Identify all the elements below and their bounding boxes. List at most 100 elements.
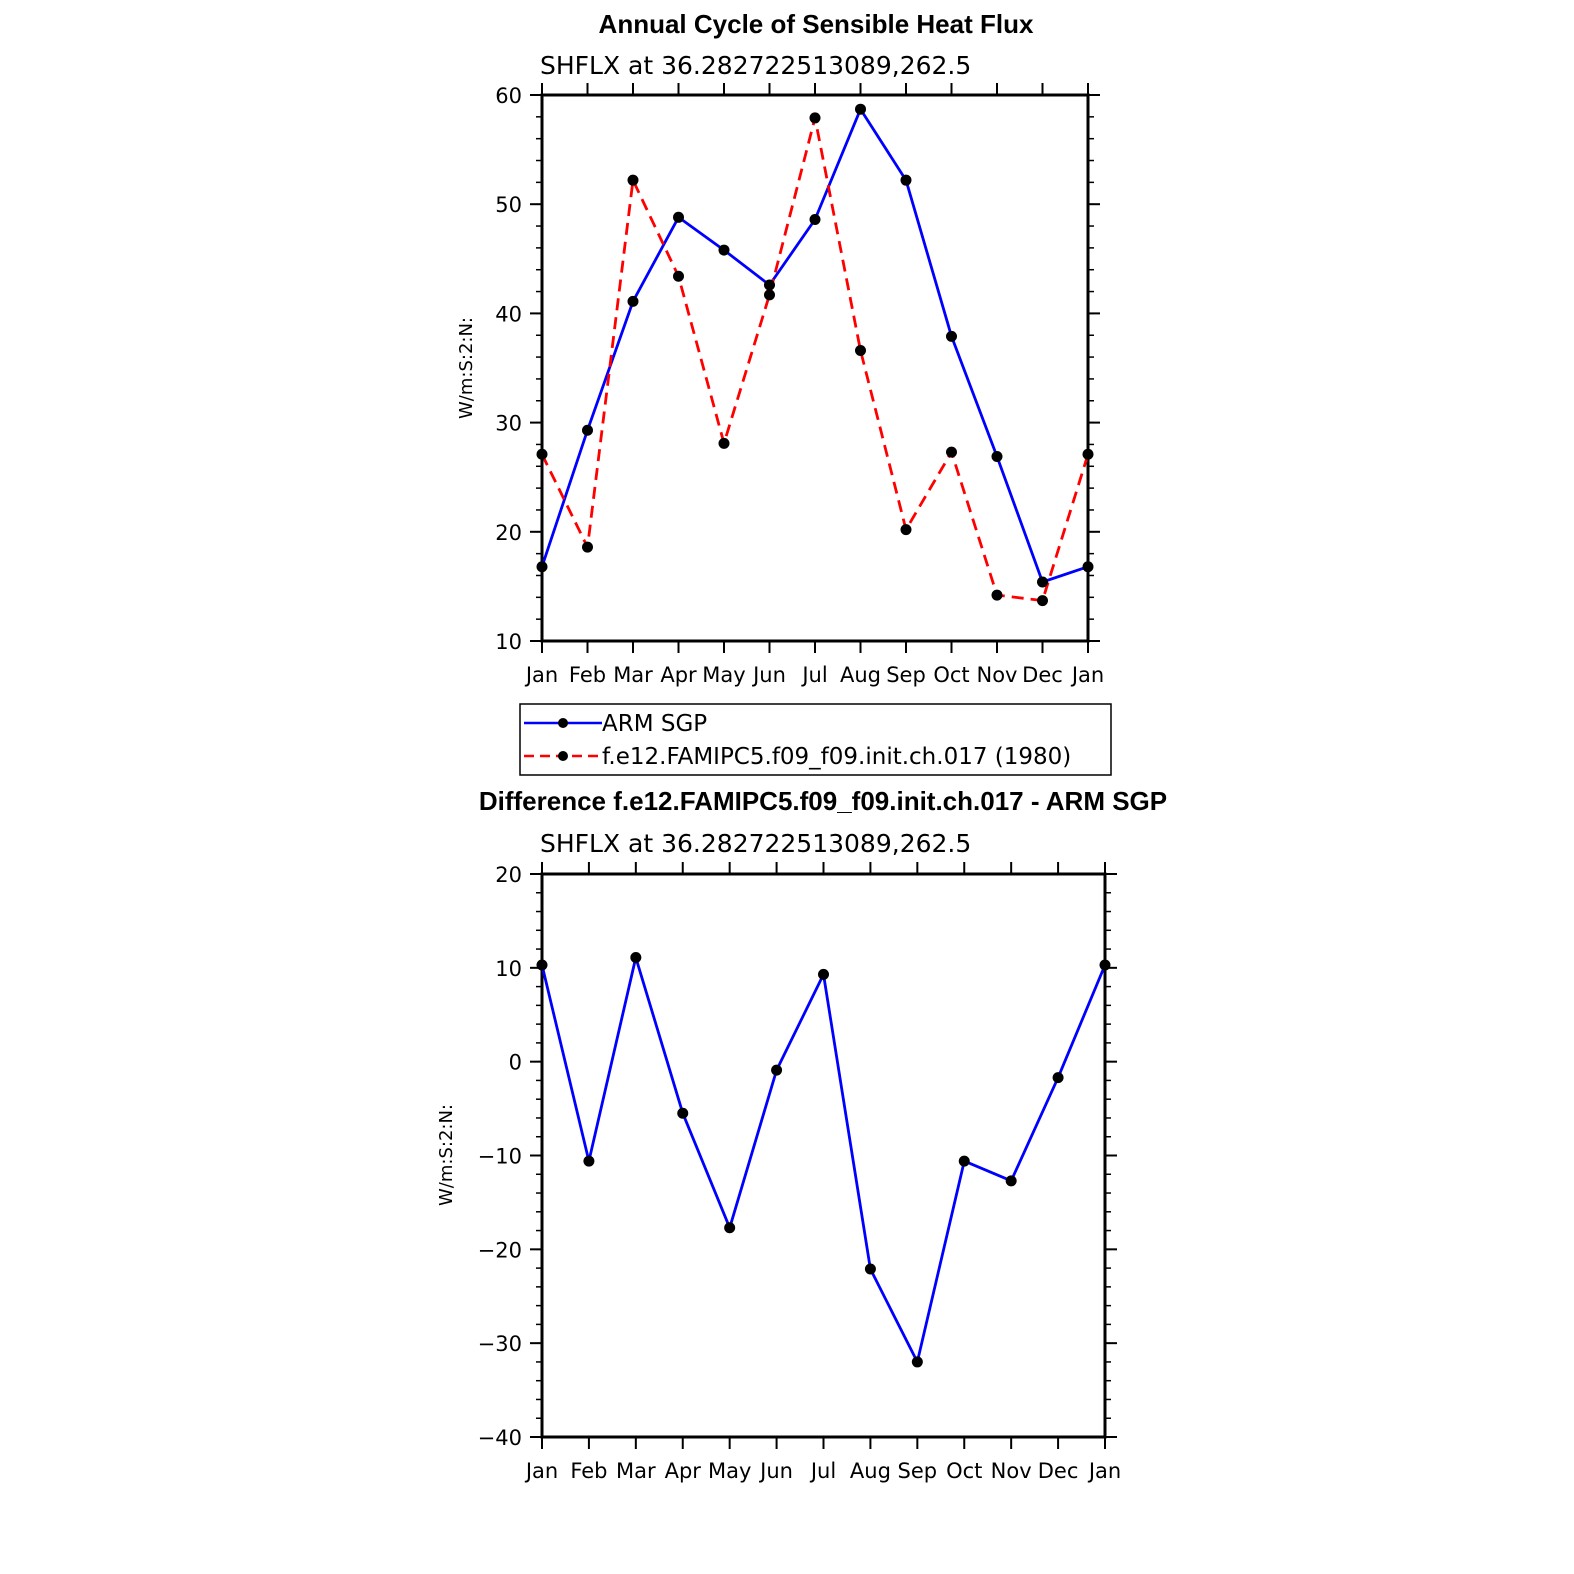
series-0-point	[771, 1064, 783, 1076]
x-tick-label: Mar	[613, 663, 653, 687]
y-tick-label: 20	[495, 521, 522, 545]
series-0-point	[724, 1222, 736, 1234]
bottom-plot-frame	[540, 872, 1107, 1439]
x-tick-label: Nov	[977, 663, 1018, 687]
series-0-point	[958, 1155, 970, 1167]
series-0-point	[1082, 561, 1094, 573]
series-1-point	[1082, 448, 1094, 460]
series-line-1	[540, 116, 1090, 602]
top-series-group	[536, 103, 1094, 607]
series-0-point	[1005, 1175, 1017, 1187]
series-1-point	[673, 270, 684, 282]
series-0-point	[946, 330, 957, 342]
series-1-point	[855, 345, 866, 357]
series-0-point	[809, 213, 821, 225]
series-0-point	[630, 952, 642, 964]
series-0-point	[677, 1107, 689, 1119]
legend-arm-label: ARM SGP	[602, 711, 707, 737]
y-tick-label: 60	[495, 84, 522, 108]
series-0-point	[536, 561, 548, 573]
series-1-point	[718, 437, 730, 449]
x-tick-label: Nov	[991, 1459, 1032, 1483]
top-plot-frame	[540, 93, 1090, 643]
bottom-y-axis-label: W/m:S:2:N:	[436, 1104, 457, 1206]
series-line-0	[540, 956, 1107, 1364]
series-1-point	[536, 448, 548, 460]
y-tick-label: 10	[495, 957, 522, 981]
series-0-point	[718, 244, 730, 256]
series-1-point	[627, 174, 639, 186]
series-0-point	[673, 211, 684, 223]
series-0-point	[536, 959, 548, 971]
x-tick-label: Sep	[886, 663, 926, 687]
series-0-point	[764, 279, 775, 291]
series-1-point	[582, 541, 593, 553]
series-0-point	[627, 295, 639, 307]
x-tick-label: Apr	[660, 663, 697, 687]
legend-box	[519, 703, 1112, 776]
x-tick-label: Jul	[800, 663, 827, 687]
y-tick-label: 40	[495, 302, 522, 326]
x-tick-label: May	[708, 1459, 751, 1483]
x-tick-label: Jan	[524, 1459, 558, 1483]
y-tick-label: −10	[478, 1145, 522, 1169]
top-axis-ticks	[530, 83, 1100, 653]
top-y-tick-labels: 10 20 30 40 50 60	[495, 84, 522, 654]
series-1-point	[809, 112, 821, 124]
x-tick-label: Jun	[751, 663, 786, 687]
x-tick-label: Sep	[898, 1459, 938, 1483]
series-1-point	[1037, 595, 1048, 607]
series-0-point	[864, 1263, 876, 1275]
x-tick-label: May	[702, 663, 745, 687]
y-tick-label: 20	[495, 863, 522, 887]
x-tick-label: Oct	[933, 663, 969, 687]
bottom-axis-ticks	[530, 862, 1117, 1449]
x-tick-label: Feb	[569, 663, 606, 687]
series-1-point	[991, 589, 1003, 601]
legend-model-label: f.e12.FAMIPC5.f09_f09.init.ch.017 (1980)	[602, 744, 1071, 770]
x-tick-label: Dec	[1022, 663, 1063, 687]
series-0-point	[900, 174, 912, 186]
x-tick-label: Oct	[946, 1459, 982, 1483]
x-tick-label: Feb	[570, 1459, 607, 1483]
series-0-point	[582, 424, 593, 436]
x-tick-label: Jan	[1087, 1459, 1121, 1483]
bottom-chart-title: Difference f.e12.FAMIPC5.f09_f09.init.ch…	[479, 786, 1167, 816]
top-chart-subtitle: SHFLX at 36.282722513089,262.5	[540, 51, 971, 80]
x-tick-label: Aug	[840, 663, 881, 687]
y-tick-label: 50	[495, 193, 522, 217]
bottom-x-tick-labels: Jan Feb Mar Apr May Jun Jul Aug Sep Oct Nov Dec Jan	[524, 1459, 1121, 1483]
y-tick-label: 10	[495, 630, 522, 654]
y-tick-label: −20	[478, 1238, 522, 1262]
series-0-point	[991, 450, 1003, 462]
series-1-point	[946, 446, 957, 458]
x-tick-label: Apr	[665, 1459, 702, 1483]
series-0-point	[818, 968, 829, 980]
series-0-point	[1052, 1072, 1064, 1084]
series-1-point	[900, 524, 912, 536]
series-0-point	[583, 1155, 595, 1167]
series-line-0	[540, 107, 1089, 584]
series-0-point	[1099, 959, 1111, 971]
x-tick-label: Jan	[524, 663, 558, 687]
x-tick-label: Jul	[809, 1459, 836, 1483]
series-0-point	[855, 103, 866, 115]
legend-model-marker	[558, 751, 568, 761]
x-tick-label: Dec	[1038, 1459, 1079, 1483]
x-tick-label: Jun	[758, 1459, 793, 1483]
top-y-axis-label: W/m:S:2:N:	[456, 317, 477, 419]
top-x-tick-labels: Jan Feb Mar Apr May Jun Jul Aug Sep Oct Nov Dec Jan	[524, 663, 1104, 687]
bottom-y-tick-labels: −40 −30 −20 −10 0 10 20	[478, 863, 522, 1450]
x-tick-label: Mar	[616, 1459, 656, 1483]
y-tick-label: −40	[478, 1426, 522, 1450]
bottom-chart-subtitle: SHFLX at 36.282722513089,262.5	[540, 829, 971, 858]
top-chart-title: Annual Cycle of Sensible Heat Flux	[599, 9, 1034, 39]
y-tick-label: 0	[509, 1051, 522, 1075]
series-0-point	[1037, 576, 1048, 588]
x-tick-label: Jan	[1070, 663, 1104, 687]
y-tick-label: 30	[495, 412, 522, 436]
x-tick-label: Aug	[850, 1459, 891, 1483]
bottom-series-group	[536, 952, 1111, 1368]
legend-arm-marker	[558, 718, 568, 728]
